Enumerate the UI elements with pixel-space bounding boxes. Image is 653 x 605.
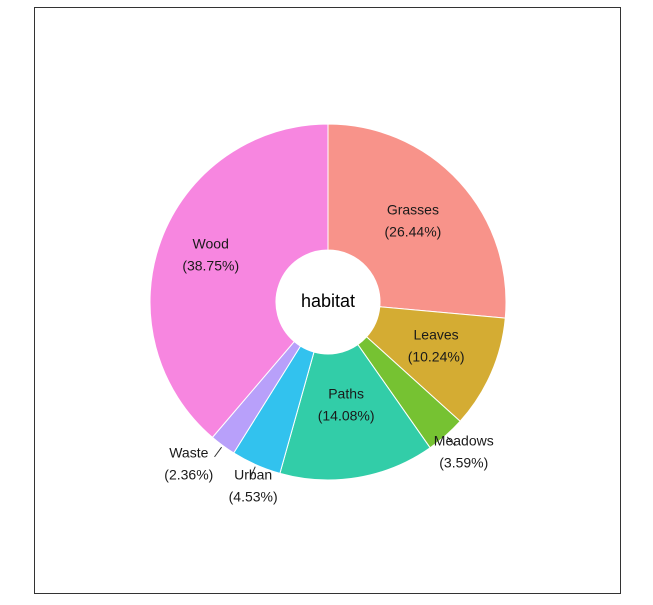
slice-label-waste: Waste [169,444,208,460]
slice-percent-grasses: (26.44%) [385,223,442,239]
leader-line-urban [249,466,256,478]
leader-lines-group [214,436,456,478]
leader-line-meadows [446,436,456,447]
donut-hole [276,250,380,354]
slice-label-grasses: Grasses [387,201,439,217]
slice-percent-leaves: (10.24%) [408,348,465,364]
slice-percent-waste: (2.36%) [164,466,213,482]
slices-group [149,123,507,481]
slice-label-paths: Paths [328,385,364,401]
labels-group: Grasses (26.44%) Leaves (10.24%) Meadows (3.5… [164,201,493,504]
slice-label-wood: Wood [193,236,229,252]
slice-percent-wood: (38.75%) [182,258,239,274]
slice-label-meadows: Meadows [434,433,494,449]
slice-percent-paths: (14.08%) [318,407,375,423]
chart-title: habitat [301,291,355,311]
leader-line-waste [214,446,222,458]
slice-label-leaves: Leaves [414,326,459,342]
slice-label-urban: Urban [234,467,272,483]
slice-percent-meadows: (3.59%) [439,455,488,471]
slice-grasses [327,123,507,319]
slice-percent-urban: (4.53%) [229,489,278,505]
